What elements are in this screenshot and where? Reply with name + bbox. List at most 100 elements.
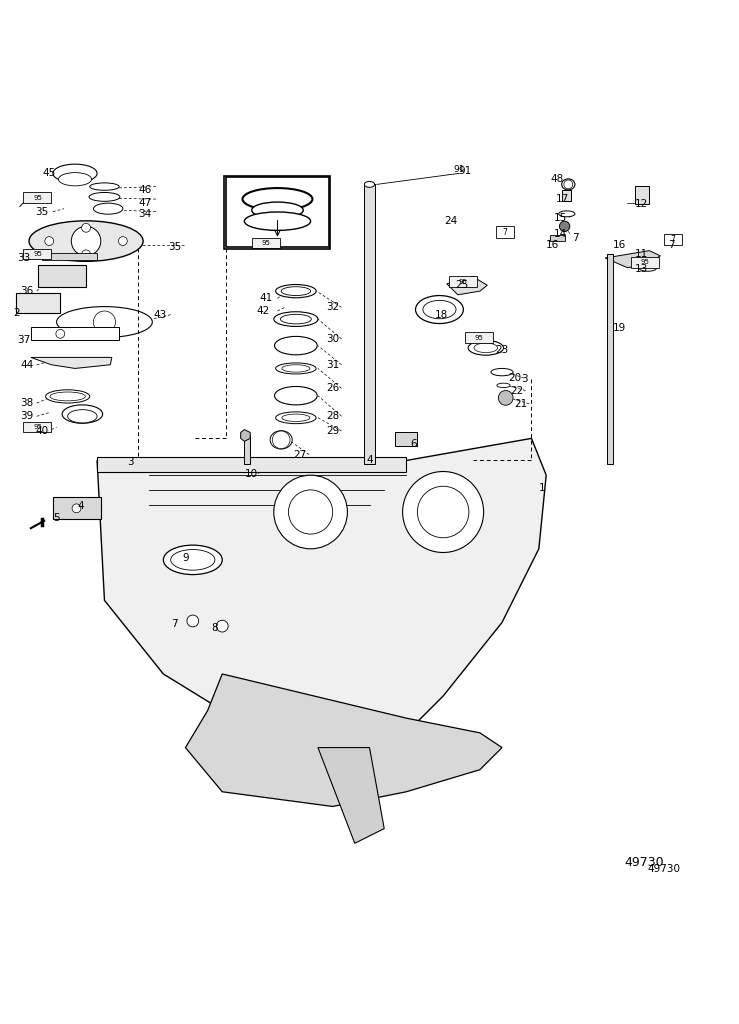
Polygon shape <box>605 251 661 267</box>
Bar <box>449 276 477 287</box>
Text: 48: 48 <box>551 174 564 184</box>
Text: 16: 16 <box>613 241 627 251</box>
Circle shape <box>93 311 115 333</box>
Text: 12: 12 <box>636 200 649 209</box>
Bar <box>631 257 659 267</box>
Text: 17: 17 <box>556 195 569 204</box>
Ellipse shape <box>29 221 143 261</box>
Bar <box>664 233 681 246</box>
Bar <box>395 432 418 445</box>
Text: 42: 42 <box>256 306 270 316</box>
Text: 7: 7 <box>171 618 177 629</box>
Text: 95: 95 <box>262 241 270 247</box>
Ellipse shape <box>242 188 313 210</box>
Bar <box>24 193 52 203</box>
Text: 46: 46 <box>138 184 151 195</box>
Text: 35: 35 <box>35 207 49 217</box>
Circle shape <box>403 471 483 553</box>
Text: 37: 37 <box>17 336 30 345</box>
Bar <box>607 254 613 464</box>
Text: 13: 13 <box>636 264 649 274</box>
Text: 28: 28 <box>326 412 339 421</box>
Text: 15: 15 <box>554 213 568 222</box>
Text: 32: 32 <box>326 302 339 312</box>
Text: 33: 33 <box>17 253 30 263</box>
Circle shape <box>498 390 513 406</box>
Text: 95: 95 <box>474 335 483 341</box>
Circle shape <box>418 486 469 538</box>
Bar <box>364 184 375 464</box>
Polygon shape <box>318 748 384 844</box>
Text: 43: 43 <box>153 309 166 319</box>
Text: 30: 30 <box>326 334 339 344</box>
Text: 4: 4 <box>367 456 372 466</box>
Text: 20: 20 <box>508 373 522 383</box>
Polygon shape <box>97 438 546 748</box>
Circle shape <box>288 489 333 535</box>
Ellipse shape <box>474 343 497 352</box>
Ellipse shape <box>276 285 316 298</box>
Ellipse shape <box>46 390 89 403</box>
Text: 6: 6 <box>410 439 417 450</box>
Bar <box>24 249 52 259</box>
Bar <box>16 293 61 313</box>
Circle shape <box>564 180 573 188</box>
Text: 2: 2 <box>13 308 19 318</box>
Circle shape <box>81 223 90 232</box>
Polygon shape <box>185 674 502 807</box>
Text: 34: 34 <box>138 209 151 219</box>
Circle shape <box>118 237 127 246</box>
Circle shape <box>187 615 199 627</box>
Ellipse shape <box>276 362 316 374</box>
Circle shape <box>72 504 81 513</box>
Ellipse shape <box>171 550 215 570</box>
Ellipse shape <box>415 296 463 324</box>
Text: 95: 95 <box>33 251 42 257</box>
Text: 11: 11 <box>636 249 649 259</box>
Text: 49730: 49730 <box>624 856 664 869</box>
Ellipse shape <box>274 337 317 355</box>
Text: 41: 41 <box>260 294 273 303</box>
Circle shape <box>81 250 90 259</box>
Text: 44: 44 <box>21 359 34 370</box>
Text: 7: 7 <box>503 227 508 237</box>
Bar <box>496 226 514 239</box>
Ellipse shape <box>468 340 503 355</box>
Bar <box>226 177 329 247</box>
Bar <box>31 328 119 340</box>
Bar <box>24 422 52 432</box>
Circle shape <box>217 621 228 632</box>
Text: 4: 4 <box>78 501 84 511</box>
Ellipse shape <box>276 412 316 424</box>
Bar <box>635 185 650 204</box>
Bar <box>562 189 571 201</box>
Text: 19: 19 <box>613 323 627 333</box>
Bar <box>225 175 330 249</box>
Text: 95: 95 <box>33 424 42 430</box>
Ellipse shape <box>57 306 152 338</box>
Ellipse shape <box>53 164 97 182</box>
Ellipse shape <box>252 202 303 218</box>
Ellipse shape <box>559 211 575 217</box>
Text: 7: 7 <box>668 241 675 251</box>
Circle shape <box>559 221 570 231</box>
Text: 24: 24 <box>444 216 457 226</box>
Ellipse shape <box>280 314 311 324</box>
Text: 31: 31 <box>326 359 339 370</box>
Circle shape <box>72 226 101 256</box>
Text: 27: 27 <box>293 450 306 460</box>
Text: 7: 7 <box>670 236 675 244</box>
Text: 35: 35 <box>168 242 181 252</box>
Text: 21: 21 <box>514 398 527 409</box>
Ellipse shape <box>68 410 97 423</box>
Polygon shape <box>447 276 487 295</box>
Ellipse shape <box>491 369 513 376</box>
Text: 36: 36 <box>21 286 34 296</box>
Text: 91: 91 <box>454 165 465 174</box>
Text: 38: 38 <box>21 398 34 408</box>
Text: 25: 25 <box>455 281 468 290</box>
Bar <box>550 236 565 241</box>
Ellipse shape <box>245 212 310 230</box>
Text: 8: 8 <box>211 624 218 633</box>
Text: 7: 7 <box>572 233 579 243</box>
